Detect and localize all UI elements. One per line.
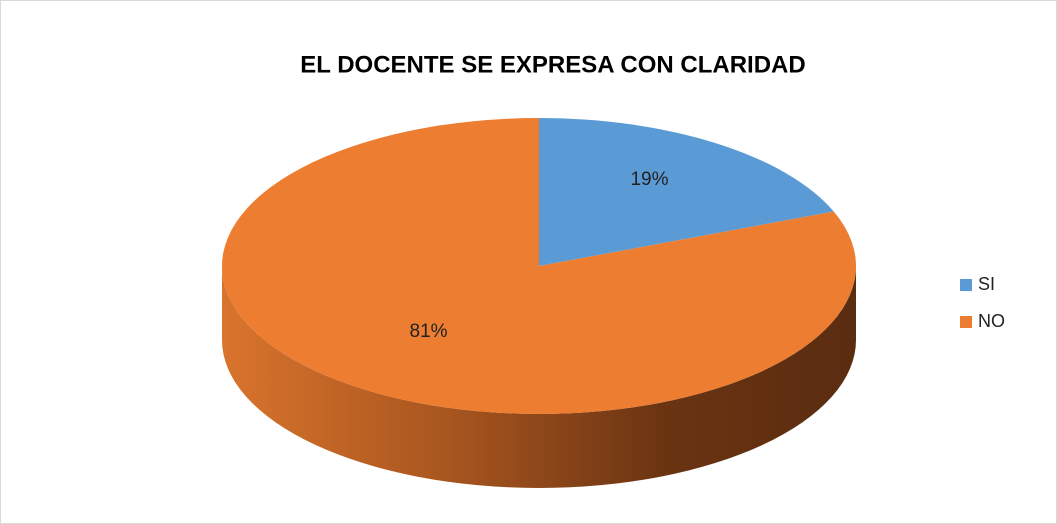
chart-title: EL DOCENTE SE EXPRESA CON CLARIDAD — [300, 51, 805, 78]
legend-swatch — [960, 279, 972, 291]
data-label: 81% — [410, 321, 448, 342]
pie-side — [222, 266, 856, 488]
legend-label: NO — [978, 311, 1005, 331]
legend-label: SI — [978, 274, 995, 294]
data-label: 19% — [630, 169, 668, 190]
pie-slice — [539, 118, 834, 266]
legend-swatch — [960, 316, 972, 328]
pie-slice — [221, 118, 856, 415]
